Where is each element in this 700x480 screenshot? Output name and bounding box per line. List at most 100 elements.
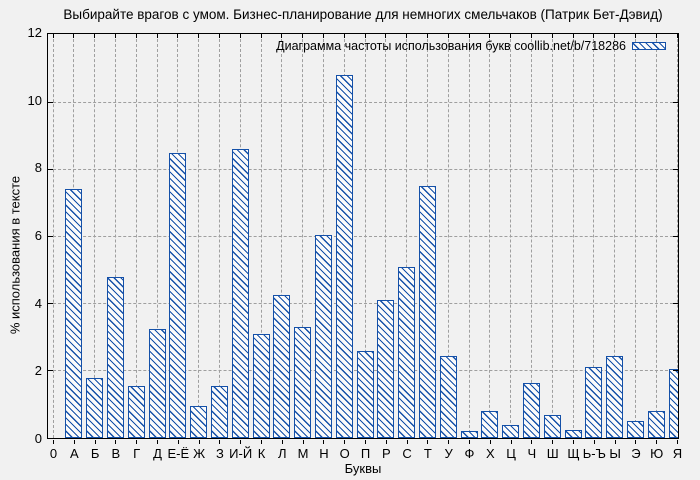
bar-Ь-Ъ xyxy=(585,367,603,438)
x-tick-mark-top xyxy=(364,34,366,38)
y-tick-mark-left xyxy=(48,236,53,237)
x-tick-mark-bottom xyxy=(593,440,595,444)
legend-label: Диаграмма частоты использования букв coo… xyxy=(276,39,626,53)
bar-К xyxy=(252,333,270,438)
x-tick-mark-bottom xyxy=(469,440,470,444)
y-tick-mark-left xyxy=(48,101,53,103)
y-tick-label: 6 xyxy=(34,228,42,243)
x-tick-mark-top xyxy=(468,34,470,38)
bar-Щ xyxy=(564,429,582,438)
x-tick-mark-top xyxy=(94,34,96,38)
x-tick-label: Л xyxy=(278,446,287,461)
x-tick-mark-bottom xyxy=(365,440,366,444)
y-tick-mark-right xyxy=(673,236,678,237)
x-tick-mark-bottom xyxy=(302,440,304,444)
x-tick-mark-bottom xyxy=(73,440,75,444)
x-tick-mark-bottom xyxy=(219,440,221,444)
y-tick-mark-right xyxy=(673,370,678,372)
x-tick-label: Щ xyxy=(567,446,580,461)
bar-Ы xyxy=(606,355,624,438)
x-tick-mark-bottom xyxy=(261,440,262,444)
y-tick-label: 10 xyxy=(27,92,42,108)
x-tick-mark-bottom xyxy=(323,440,325,444)
x-tick-label: Т xyxy=(423,446,432,461)
chart-title: Выбирайте врагов с умом. Бизнес-планиров… xyxy=(63,7,663,22)
x-tick-mark-bottom xyxy=(198,440,200,444)
bar-Ф xyxy=(460,431,478,438)
x-tick-mark-top xyxy=(406,34,408,38)
y-tick-label: 2 xyxy=(34,363,42,379)
x-tick-mark-top xyxy=(239,34,241,38)
x-tick-label: Ю xyxy=(650,446,664,461)
bar-Ш xyxy=(543,414,561,438)
x-tick-label: О xyxy=(339,446,350,461)
x-tick-mark-bottom xyxy=(427,440,429,444)
x-tick-label: Э xyxy=(631,446,641,461)
x-tick-mark-bottom xyxy=(531,440,533,444)
x-tick-mark-bottom xyxy=(136,440,138,444)
y-tick-label: 8 xyxy=(34,160,42,176)
x-tick-label: Н xyxy=(319,446,329,461)
x-tick-mark-top xyxy=(114,34,116,38)
bar-З xyxy=(210,385,228,438)
x-tick-mark-top xyxy=(655,34,657,38)
bar-У xyxy=(439,355,457,438)
horizontal-gridline xyxy=(48,236,678,237)
x-tick-mark-top xyxy=(281,34,283,38)
x-tick-label: Ч xyxy=(527,446,537,461)
x-tick-mark-bottom xyxy=(115,440,117,444)
x-tick-mark-top xyxy=(52,34,54,38)
x-tick-mark-top xyxy=(73,34,75,38)
horizontal-gridline xyxy=(48,303,678,305)
bar-Я xyxy=(668,369,678,438)
x-tick-label: М xyxy=(297,446,309,461)
bar-А xyxy=(65,189,83,438)
x-tick-mark-bottom xyxy=(489,440,491,444)
x-tick-mark-bottom xyxy=(573,440,574,444)
x-tick-mark-bottom xyxy=(448,440,450,444)
x-tick-label: Х xyxy=(485,446,495,461)
bar-Ц xyxy=(502,424,520,438)
bar-П xyxy=(356,350,374,438)
x-tick-mark-top xyxy=(572,34,574,38)
y-tick-mark-right xyxy=(673,303,678,305)
x-tick-mark-bottom xyxy=(344,440,346,444)
x-tick-mark-top xyxy=(593,34,595,38)
bar-Р xyxy=(377,300,395,438)
bar-Э xyxy=(626,421,644,438)
x-tick-mark-bottom xyxy=(177,440,179,444)
bar-Б xyxy=(86,377,104,438)
x-tick-label: У xyxy=(444,446,453,461)
x-tick-mark-top xyxy=(322,34,324,38)
bar-О xyxy=(335,75,353,438)
x-tick-mark-bottom xyxy=(53,440,54,444)
bar-М xyxy=(294,327,312,438)
x-tick-mark-bottom xyxy=(635,440,637,444)
x-tick-mark-bottom xyxy=(552,440,554,444)
x-tick-mark-bottom xyxy=(510,440,512,444)
y-tick-mark-left xyxy=(48,303,53,305)
x-tick-mark-top xyxy=(614,34,616,38)
x-tick-mark-bottom xyxy=(677,440,678,444)
y-tick-mark-right xyxy=(673,168,678,170)
y-tick-label: 4 xyxy=(34,295,42,311)
plot-area: Диаграмма частоты использования букв coo… xyxy=(47,33,679,439)
x-tick-label: Я xyxy=(672,446,683,461)
x-tick-label: Ы xyxy=(609,446,621,461)
x-tick-label: Е-Ё xyxy=(167,446,190,461)
x-tick-mark-bottom xyxy=(157,440,158,444)
x-tick-mark-bottom xyxy=(614,440,616,444)
x-tick-mark-top xyxy=(156,34,158,38)
x-tick-mark-top xyxy=(177,34,179,38)
x-tick-mark-top xyxy=(198,34,200,38)
x-tick-label: А xyxy=(69,446,79,461)
x-tick-label: С xyxy=(402,446,412,461)
x-tick-label: Г xyxy=(133,446,141,461)
x-tick-label: Ш xyxy=(546,446,559,461)
x-tick-label: Б xyxy=(90,446,100,461)
x-tick-mark-top xyxy=(551,34,553,38)
x-tick-label: Ф xyxy=(464,446,475,461)
y-tick-label: 0 xyxy=(34,431,42,446)
bar-Е-Ё xyxy=(169,152,187,438)
